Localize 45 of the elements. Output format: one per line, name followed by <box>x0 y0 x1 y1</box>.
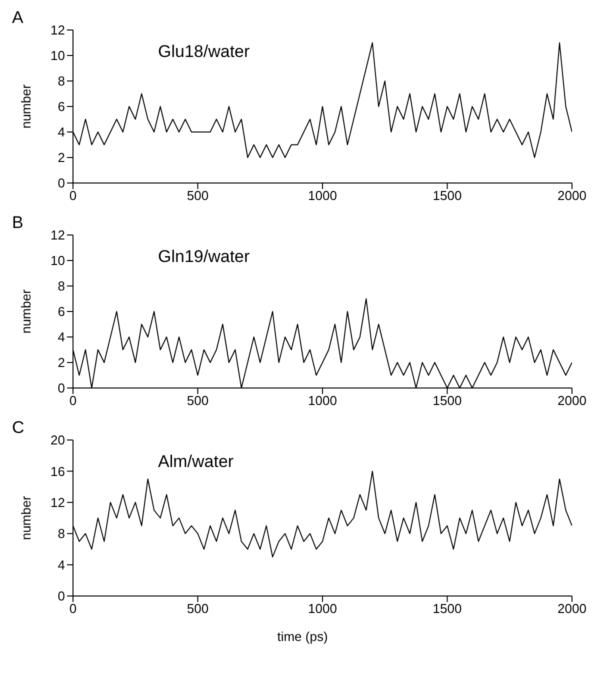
x-tick-label: 1000 <box>308 393 337 408</box>
y-tick-label: 10 <box>50 48 65 64</box>
y-tick-label: 12 <box>50 495 65 510</box>
x-tick-label: 2000 <box>558 393 586 408</box>
y-tick-label: 0 <box>58 380 65 396</box>
y-tick-label: 4 <box>58 557 65 572</box>
x-tick-label: 500 <box>186 188 209 204</box>
annotation: Glu18/water <box>158 42 250 62</box>
y-axis-title: number <box>18 495 34 540</box>
y-tick-label: 12 <box>50 22 65 38</box>
x-axis-title: time (ps) <box>276 629 329 644</box>
x-tick-label: 0 <box>69 393 77 408</box>
chart-title: A <box>12 8 24 28</box>
x-tick-label: 2000 <box>558 601 586 616</box>
x-tick-label: 2000 <box>558 188 586 204</box>
x-tick-label: 1500 <box>432 601 462 616</box>
x-tick-label: 0 <box>69 601 77 616</box>
annotation: Gln19/water <box>158 247 250 267</box>
y-tick-label: 8 <box>58 278 65 294</box>
x-tick-label: 0 <box>69 188 77 204</box>
x-tick-label: 1500 <box>432 188 462 204</box>
y-tick-label: 6 <box>58 99 65 114</box>
y-tick-label: 2 <box>58 355 65 370</box>
x-tick-label: 500 <box>186 393 209 408</box>
y-tick-label: 6 <box>58 304 65 320</box>
y-tick-label: 2 <box>58 150 65 166</box>
y-tick-label: 0 <box>58 588 65 604</box>
y-tick-label: 12 <box>50 228 65 243</box>
x-tick-label: 500 <box>186 601 209 616</box>
y-tick-label: 20 <box>50 432 65 448</box>
y-tick-label: 16 <box>50 464 65 479</box>
y-tick-label: 4 <box>58 330 65 345</box>
y-tick-label: 10 <box>50 253 65 268</box>
y-axis-title: number <box>18 288 34 334</box>
x-tick-label: 1000 <box>308 601 337 616</box>
x-tick-label: 1500 <box>432 393 462 408</box>
y-tick-label: 8 <box>58 74 65 89</box>
x-tick-label: 1000 <box>308 188 337 204</box>
annotation: Alm/water <box>158 452 234 472</box>
chart-title: B <box>12 213 24 233</box>
y-axis-title: number <box>18 84 34 129</box>
chart-title: C <box>12 418 24 438</box>
y-tick-label: 4 <box>58 124 65 140</box>
y-tick-label: 0 <box>58 176 65 191</box>
y-tick-label: 8 <box>58 526 65 542</box>
